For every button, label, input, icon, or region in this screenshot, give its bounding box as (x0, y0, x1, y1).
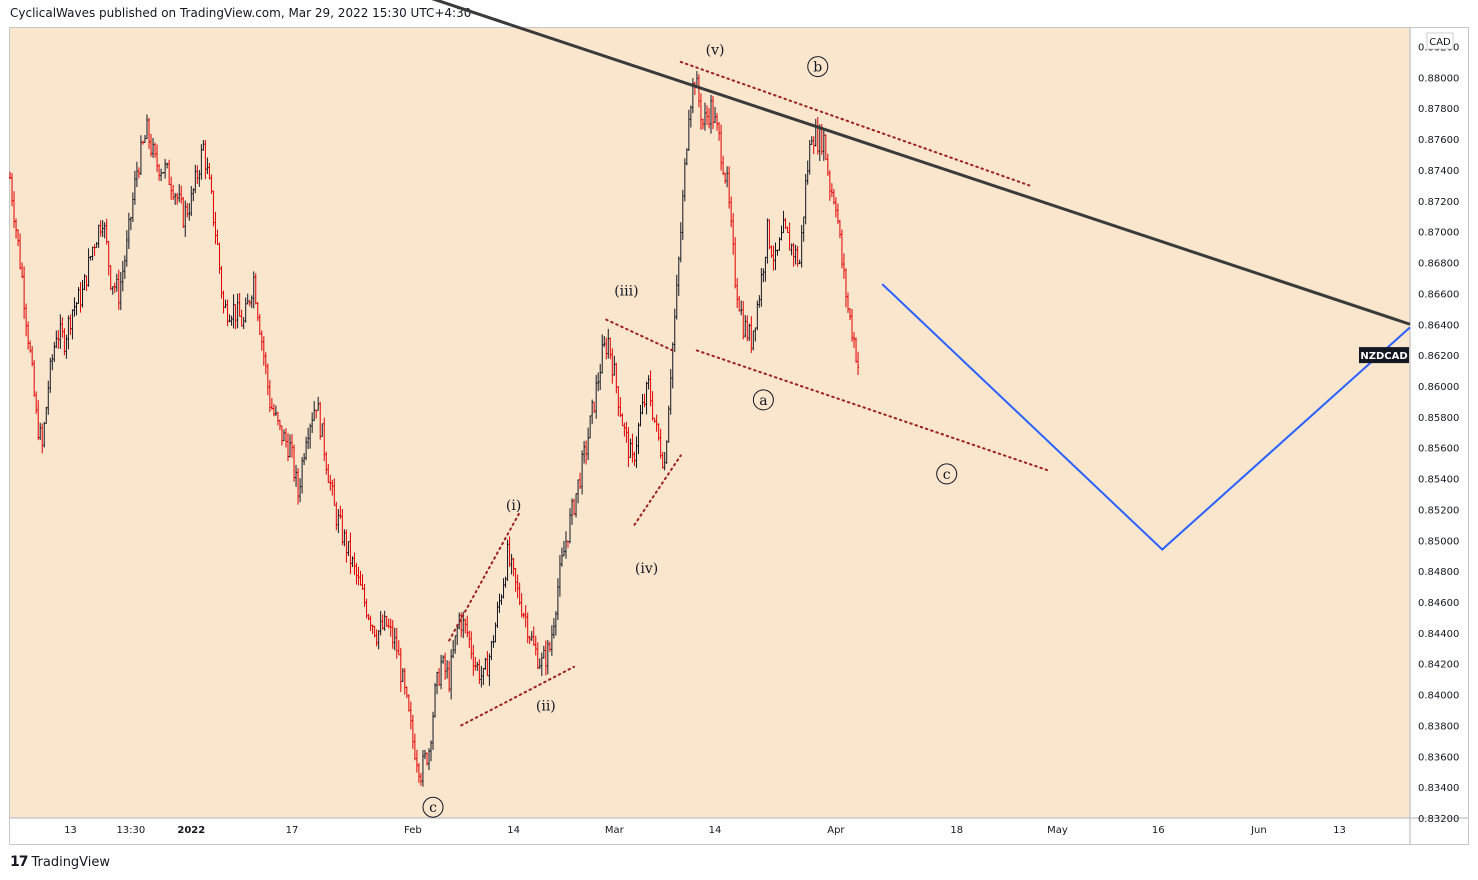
y-tick-label: 0.84800 (1418, 567, 1459, 578)
y-tick-label: 0.87800 (1418, 104, 1459, 115)
y-tick-label: 0.83400 (1418, 783, 1459, 794)
y-tick-label: 0.84000 (1418, 691, 1459, 702)
channel-line-5 (448, 511, 521, 642)
wave-label: b (813, 60, 822, 76)
channel-line-3 (605, 318, 674, 352)
y-tick-label: 0.83600 (1418, 752, 1459, 763)
channel-line-6 (460, 665, 576, 727)
wave-label: (iii) (614, 283, 638, 299)
y-tick-label: 0.85400 (1418, 475, 1459, 486)
y-tick-label: 0.83200 (1418, 814, 1459, 825)
wave-label: c (943, 467, 951, 483)
x-tick-label: Jun (1250, 825, 1267, 836)
currency-label: CAD (1429, 37, 1451, 48)
plot-background (10, 28, 1410, 818)
y-tick-label: 0.88000 (1418, 73, 1459, 84)
tradingview-logo-icon: 17 (10, 854, 29, 870)
y-tick-label: 0.86800 (1418, 259, 1459, 270)
x-tick-label: 13:30 (116, 825, 145, 836)
y-tick-label: 0.87400 (1418, 166, 1459, 177)
wave-label-circle (807, 56, 829, 78)
y-tick-label: 0.87000 (1418, 228, 1459, 239)
x-tick-label: 16 (1152, 825, 1165, 836)
y-tick-label: 0.84400 (1418, 629, 1459, 640)
y-tick-label: 0.86200 (1418, 351, 1459, 362)
y-tick-label: 0.87600 (1418, 135, 1459, 146)
wave-label: (i) (506, 498, 521, 514)
publisher-line: CyclicalWaves published on TradingView.c… (10, 6, 472, 20)
y-tick-label: 0.84600 (1418, 598, 1459, 609)
y-tick-label: 0.85200 (1418, 505, 1459, 516)
y-tick-label: 0.87200 (1418, 197, 1459, 208)
x-tick-label: 13 (64, 825, 77, 836)
wave-label: a (759, 393, 767, 409)
wave-label: (v) (706, 43, 725, 59)
y-tick-label: 0.85600 (1418, 444, 1459, 455)
wave-label: (ii) (536, 698, 556, 714)
x-tick-label: 14 (709, 825, 722, 836)
tradingview-brand[interactable]: 17 TradingView (10, 854, 110, 870)
wave-label: (iv) (635, 561, 658, 577)
wave-label-circle (422, 796, 444, 818)
y-tick-label: 0.85800 (1418, 413, 1459, 424)
y-tick-label: 0.83800 (1418, 721, 1459, 732)
x-tick-label: 2022 (177, 825, 205, 836)
channel-line-1 (679, 60, 1031, 187)
x-tick-label: Feb (404, 825, 422, 836)
brand-label: TradingView (31, 854, 111, 870)
y-tick-label: 0.86400 (1418, 320, 1459, 331)
trendline (431, 0, 1411, 326)
projection-path (881, 283, 1411, 551)
wave-label-circle (936, 463, 958, 485)
y-tick-label: 0.86600 (1418, 289, 1459, 300)
wave-label-circle (752, 389, 774, 411)
x-tick-label: Mar (605, 825, 625, 836)
symbol-label: NZDCAD (1360, 351, 1407, 362)
x-tick-label: 18 (950, 825, 963, 836)
wave-label: c (429, 800, 437, 816)
currency-badge (1426, 32, 1454, 50)
x-tick-label: 17 (286, 825, 299, 836)
x-tick-label: Apr (827, 825, 845, 836)
y-tick-label: 0.85000 (1418, 536, 1459, 547)
candles-group (9, 71, 860, 787)
y-tick-label: 0.84200 (1418, 660, 1459, 671)
y-tick-label: 0.86000 (1418, 382, 1459, 393)
channel-line-2 (695, 349, 1051, 472)
x-tick-label: 14 (507, 825, 520, 836)
x-tick-label: May (1047, 825, 1068, 836)
symbol-tag (1359, 347, 1409, 364)
x-tick-label: 13 (1333, 825, 1346, 836)
chart-frame (9, 27, 1469, 845)
